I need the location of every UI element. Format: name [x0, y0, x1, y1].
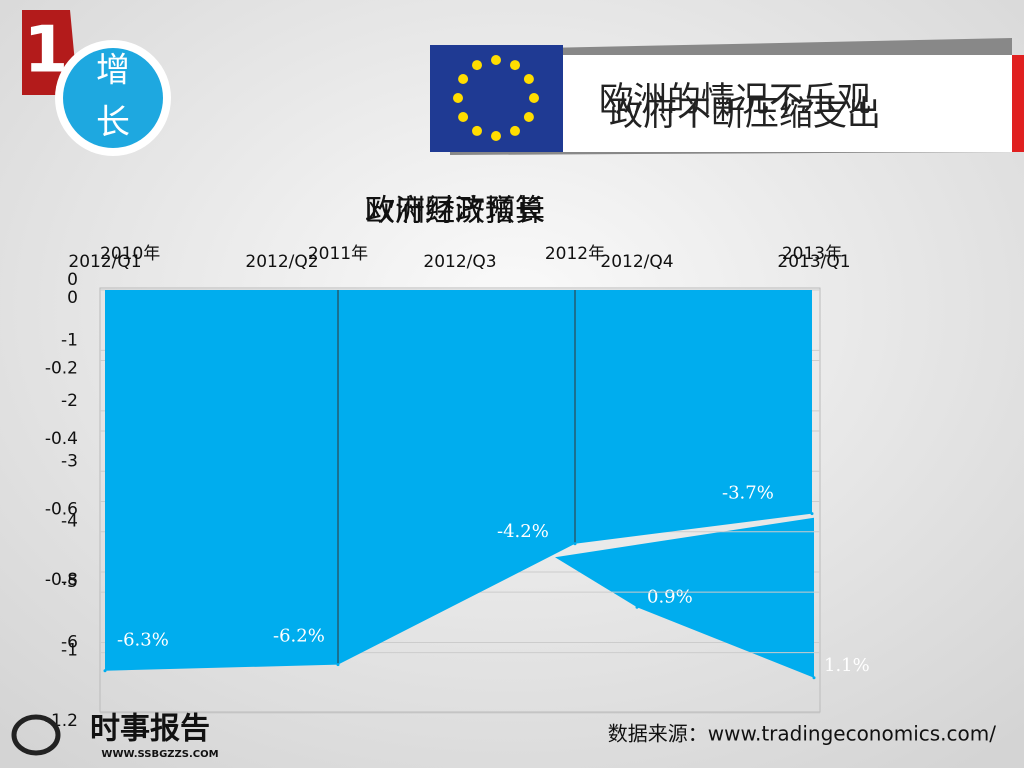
y-tick-label: -4 — [61, 512, 78, 532]
star — [491, 131, 501, 141]
headline: 政府不断压缩支出 — [609, 94, 881, 134]
plot-frame — [99, 287, 821, 713]
y-tick-label: -5 — [61, 572, 78, 592]
chart-title: 政府财政预算 — [365, 194, 545, 229]
x-tick-label: 2013年 — [782, 244, 842, 264]
y-tick-label: -0.6 — [45, 500, 78, 520]
point — [635, 605, 639, 609]
y-tick-label: -1 — [61, 330, 78, 350]
star — [453, 93, 463, 103]
x-tick-label: 2011年 — [308, 244, 368, 264]
x-tick-label: 2012/Q2 — [245, 252, 318, 272]
y-tick-label: -3 — [61, 451, 78, 471]
flag-stars — [453, 55, 539, 141]
x-tick-label: 2012/Q3 — [423, 252, 496, 272]
area — [555, 517, 814, 678]
data-label: 0.9% — [647, 586, 693, 607]
data-label: 1.1% — [824, 655, 870, 676]
point — [103, 669, 107, 673]
point — [812, 676, 816, 680]
data-label: -6.3% — [117, 630, 169, 651]
chart-title: 欧洲经济增长 — [365, 194, 545, 229]
y-tick-label: 0 — [67, 270, 78, 290]
x-tick-label: 2013/Q1 — [777, 252, 850, 272]
x-tick-label: 2012/Q4 — [600, 252, 673, 272]
point — [573, 542, 577, 546]
y-tick-label: -1 — [61, 641, 78, 661]
logo-url: WWW.SSBGZZS.COM — [101, 749, 218, 760]
star — [458, 112, 469, 122]
headline: 欧洲的情况不乐观 — [599, 80, 871, 120]
source: 数据来源：www.tradingeconomics.com/ — [608, 722, 997, 746]
area — [105, 290, 812, 671]
star — [523, 74, 534, 84]
star — [472, 60, 482, 71]
data-label: -4.2% — [497, 521, 549, 542]
y-tick-label: 0 — [67, 288, 78, 308]
y-tick-label: -0.8 — [45, 570, 78, 590]
data-label: -6.2% — [273, 626, 325, 647]
bubble-text: 长 — [96, 103, 130, 143]
y-tick-label: -0.4 — [45, 429, 78, 449]
star — [529, 93, 539, 103]
bubble-text: 增 — [96, 51, 130, 91]
headline-accent — [1012, 55, 1024, 152]
headline-box — [563, 55, 1012, 152]
star — [491, 55, 501, 65]
x-tick-label: 2012/Q1 — [68, 252, 141, 272]
star — [458, 74, 469, 84]
y-tick-label: -6 — [61, 633, 78, 653]
y-tick-label: -2 — [61, 391, 78, 411]
x-tick-label: 2010年 — [100, 244, 160, 264]
logo: 时事报告 — [90, 712, 210, 747]
data-label: -3.7% — [722, 483, 774, 504]
bubble — [63, 48, 163, 148]
star — [523, 112, 534, 122]
logo-icon — [11, 714, 61, 756]
y-tick-label: -0.2 — [45, 359, 78, 379]
star — [510, 60, 520, 71]
star — [510, 125, 520, 136]
x-tick-label: 2012年 — [545, 244, 605, 264]
point — [336, 663, 340, 667]
star — [472, 125, 482, 136]
point — [810, 512, 814, 516]
